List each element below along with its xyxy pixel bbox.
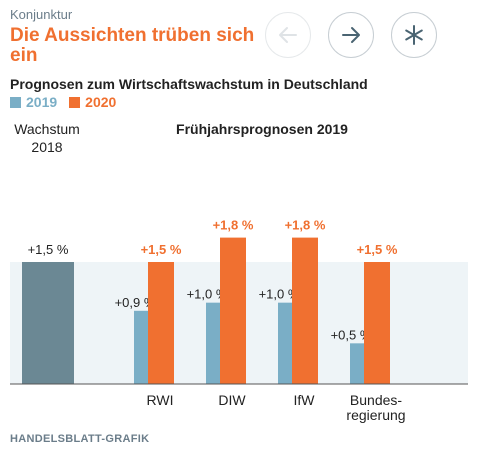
baseline-label-line1: Wachstum <box>14 121 80 137</box>
kicker: Konjunktur <box>10 7 73 22</box>
legend: 2019 2020 <box>10 94 128 110</box>
data-label-2020-1: +1,8 % <box>213 218 254 233</box>
baseline-label-line2: 2018 <box>31 139 62 155</box>
bar-chart: Frühjahrsprognosen 2019 Wachstum 2018 +1,5 … <box>10 121 468 423</box>
forward-button[interactable] <box>328 12 374 58</box>
back-button[interactable] <box>265 12 311 58</box>
bar-2020-3 <box>364 262 390 384</box>
arrow-left-icon <box>279 27 297 43</box>
data-label-2020-2: +1,8 % <box>285 218 326 233</box>
category-label-3-0: Bundes- <box>350 392 402 408</box>
page-title: Die Aussichten trüben sich ein <box>10 25 255 66</box>
chart-subtitle: Prognosen zum Wirtschaftswachstum in Deu… <box>10 76 368 92</box>
category-label-3-1: regierung <box>346 407 405 423</box>
category-label-0-0: RWI <box>147 392 174 408</box>
data-label-2019-3: +0,5 % <box>331 327 372 342</box>
data-label-2019-1: +1,0 % <box>187 287 228 302</box>
star-button[interactable] <box>391 12 437 58</box>
bar-baseline-2018 <box>22 262 74 384</box>
legend-swatch-2020 <box>69 96 81 108</box>
legend-label-2020: 2020 <box>85 94 117 110</box>
category-label-2-0: IfW <box>294 392 316 408</box>
legend-swatch-2019 <box>10 96 21 108</box>
source-credit: HANDELSBLATT-GRAFIK <box>10 433 150 445</box>
asterisk-icon <box>405 25 423 45</box>
data-label-2019-2: +1,0 % <box>259 287 300 302</box>
chart-title: Frühjahrsprognosen 2019 <box>176 121 348 137</box>
legend-label-2019: 2019 <box>26 94 58 110</box>
data-label-baseline: +1,5 % <box>28 242 69 257</box>
bar-2020-2 <box>292 237 318 384</box>
bar-2020-1 <box>220 237 246 384</box>
data-label-2019-0: +0,9 % <box>115 295 156 310</box>
data-label-2020-3: +1,5 % <box>357 242 398 257</box>
bar-2020-0 <box>148 262 174 384</box>
data-label-2020-0: +1,5 % <box>141 242 182 257</box>
category-label-1-0: DIW <box>218 392 246 408</box>
arrow-right-icon <box>342 27 360 43</box>
